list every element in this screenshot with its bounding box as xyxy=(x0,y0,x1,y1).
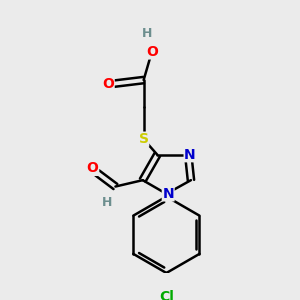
Text: O: O xyxy=(87,161,99,175)
Text: N: N xyxy=(184,148,196,162)
Text: H: H xyxy=(102,196,112,208)
Text: S: S xyxy=(139,132,148,146)
Text: N: N xyxy=(162,187,174,201)
Text: O: O xyxy=(146,45,158,59)
Text: H: H xyxy=(142,27,152,40)
Text: O: O xyxy=(102,77,114,91)
Text: Cl: Cl xyxy=(159,290,174,300)
